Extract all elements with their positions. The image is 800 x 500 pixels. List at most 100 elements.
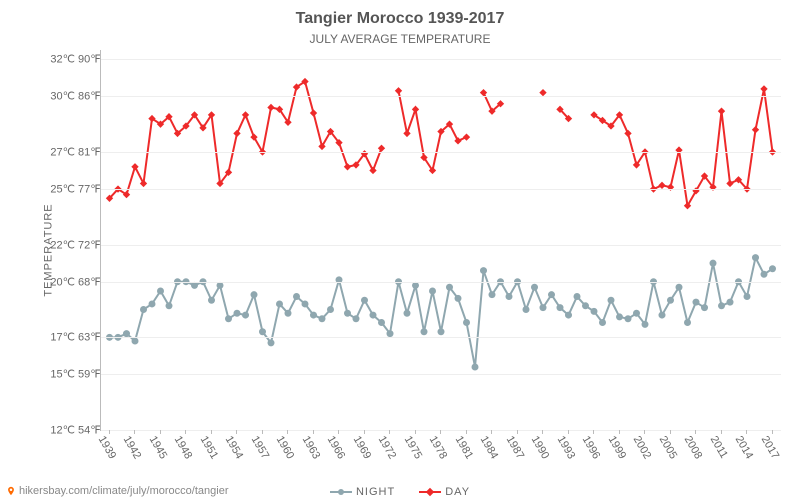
xtick: 1942	[121, 434, 144, 461]
day-marker	[463, 133, 470, 140]
ytick-c: 27℃	[40, 145, 75, 158]
xtick: 1966	[325, 434, 348, 461]
day-marker	[378, 145, 385, 152]
xtick: 2008	[682, 434, 705, 461]
night-marker	[208, 297, 215, 304]
night-marker	[540, 304, 547, 311]
night-marker	[140, 306, 147, 313]
day-marker	[752, 126, 759, 133]
night-marker	[667, 297, 674, 304]
day-marker	[403, 130, 410, 137]
night-marker	[259, 328, 266, 335]
day-line	[110, 82, 382, 199]
legend-swatch-day	[419, 489, 441, 495]
night-marker	[344, 310, 351, 317]
night-marker	[642, 321, 649, 328]
night-marker	[684, 319, 691, 326]
day-marker	[539, 89, 546, 96]
night-marker	[769, 265, 776, 272]
night-marker	[446, 284, 453, 291]
xtick: 1993	[554, 434, 577, 461]
night-marker	[319, 315, 326, 322]
night-marker	[752, 254, 759, 261]
night-marker	[591, 308, 598, 315]
night-marker	[387, 330, 394, 337]
ytick-c: 17℃	[40, 331, 75, 344]
night-line	[110, 258, 773, 367]
night-marker	[676, 284, 683, 291]
legend-item-day: DAY	[419, 486, 470, 498]
xtick: 1957	[248, 434, 271, 461]
night-marker	[149, 300, 156, 307]
night-marker	[480, 267, 487, 274]
xtick: 1948	[172, 434, 195, 461]
night-marker	[310, 312, 317, 319]
night-marker	[582, 302, 589, 309]
night-marker	[489, 291, 496, 298]
xtick: 1996	[580, 434, 603, 461]
night-marker	[404, 310, 411, 317]
day-marker	[310, 109, 317, 116]
night-marker	[701, 304, 708, 311]
night-marker	[718, 302, 725, 309]
ytick-c: 30℃	[40, 90, 75, 103]
night-marker	[438, 328, 445, 335]
night-marker	[251, 291, 258, 298]
night-marker	[157, 287, 164, 294]
day-line	[399, 91, 467, 171]
night-marker	[412, 282, 419, 289]
night-marker	[659, 312, 666, 319]
legend-label-day: DAY	[445, 486, 470, 498]
xtick: 1954	[223, 434, 246, 461]
night-marker	[463, 319, 470, 326]
day-marker	[658, 182, 665, 189]
night-marker	[378, 319, 385, 326]
pin-icon	[6, 486, 16, 496]
night-marker	[523, 306, 530, 313]
ytick-c: 12℃	[40, 424, 75, 437]
day-marker	[726, 180, 733, 187]
xtick: 2005	[656, 434, 679, 461]
data-svg	[101, 50, 781, 430]
night-marker	[361, 297, 368, 304]
night-marker	[616, 313, 623, 320]
footer-text: hikersbay.com/climate/july/morocco/tangi…	[19, 485, 228, 497]
xtick: 1978	[427, 434, 450, 461]
night-marker	[472, 363, 479, 370]
night-marker	[234, 310, 241, 317]
ytick-c: 15℃	[40, 368, 75, 381]
ytick-c: 32℃	[40, 53, 75, 66]
day-marker	[242, 111, 249, 118]
night-marker	[327, 306, 334, 313]
night-marker	[302, 300, 309, 307]
xtick: 1939	[95, 434, 118, 461]
ytick-c: 20℃	[40, 275, 75, 288]
day-marker	[395, 87, 402, 94]
night-marker	[565, 312, 572, 319]
ytick-c: 25℃	[40, 183, 75, 196]
day-marker	[233, 130, 240, 137]
night-marker	[123, 330, 130, 337]
footer-attribution: hikersbay.com/climate/july/morocco/tangi…	[6, 485, 228, 497]
night-marker	[531, 284, 538, 291]
night-marker	[633, 310, 640, 317]
legend-label-night: NIGHT	[356, 486, 395, 498]
day-marker	[344, 163, 351, 170]
xtick: 1999	[605, 434, 628, 461]
xtick: 2011	[707, 434, 729, 460]
night-marker	[574, 293, 581, 300]
night-marker	[268, 339, 275, 346]
ytick-c: 22℃	[40, 238, 75, 251]
night-marker	[599, 319, 606, 326]
night-marker	[285, 310, 292, 317]
night-marker	[421, 328, 428, 335]
xtick: 1984	[478, 434, 501, 461]
xtick: 1969	[350, 434, 373, 461]
day-marker	[718, 107, 725, 114]
night-marker	[557, 304, 564, 311]
day-marker	[131, 163, 138, 170]
night-marker	[429, 287, 436, 294]
night-marker	[608, 297, 615, 304]
night-marker	[276, 300, 283, 307]
xtick: 1987	[503, 434, 526, 461]
